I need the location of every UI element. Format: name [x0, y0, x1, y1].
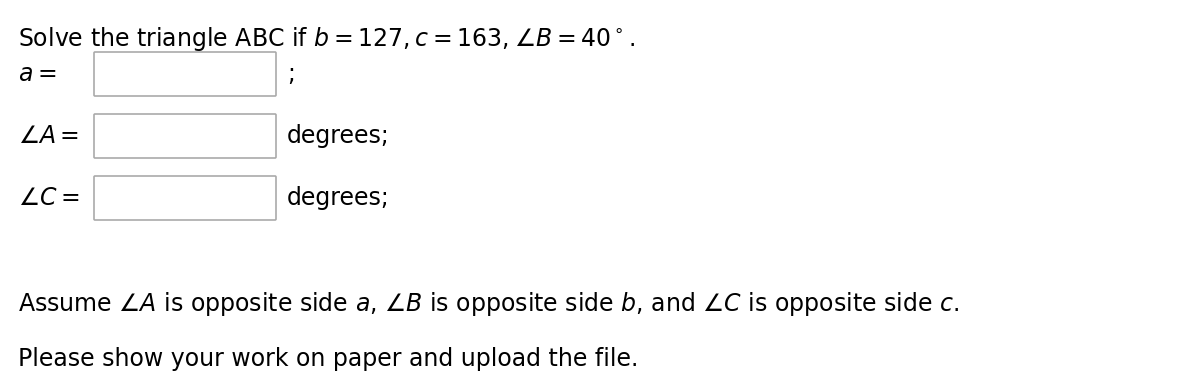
- Text: Solve the triangle ABC if $b = 127, c = 163, \angle B = 40^\circ$.: Solve the triangle ABC if $b = 127, c = …: [18, 25, 635, 53]
- FancyBboxPatch shape: [94, 114, 276, 158]
- FancyBboxPatch shape: [94, 176, 276, 220]
- Text: $\angle A =$: $\angle A =$: [18, 124, 79, 148]
- Text: Assume $\angle A$ is opposite side $a$, $\angle B$ is opposite side $b$, and $\a: Assume $\angle A$ is opposite side $a$, …: [18, 290, 959, 318]
- FancyBboxPatch shape: [94, 52, 276, 96]
- Text: Please show your work on paper and upload the file.: Please show your work on paper and uploa…: [18, 347, 638, 371]
- Text: degrees;: degrees;: [287, 186, 390, 210]
- Text: $a =$: $a =$: [18, 62, 56, 86]
- Text: $\angle C =$: $\angle C =$: [18, 186, 79, 210]
- Text: ;: ;: [287, 62, 295, 86]
- Text: degrees;: degrees;: [287, 124, 390, 148]
